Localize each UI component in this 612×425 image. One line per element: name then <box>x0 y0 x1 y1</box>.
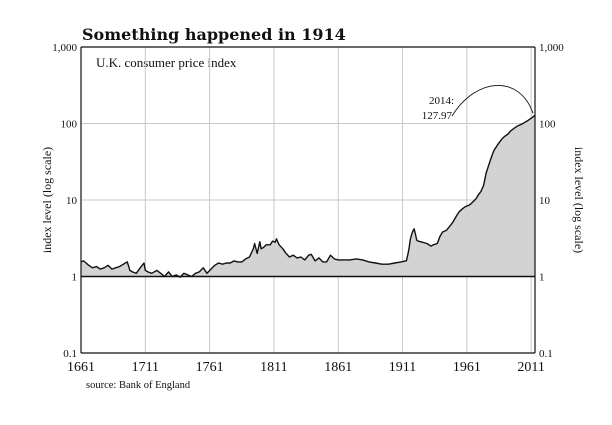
gridlines <box>80 46 535 354</box>
x-tick-label: 2011 <box>517 360 544 375</box>
source-note: source: Bank of England <box>86 380 191 391</box>
x-tick-label: 1711 <box>132 360 159 375</box>
y-tick-label-left: 1,000 <box>52 42 77 54</box>
chart-title: Something happened in 1914 <box>82 25 346 44</box>
y-axis-label-right: index level (log scale) <box>572 147 586 253</box>
annotation-label-value: 127.97 <box>422 110 453 122</box>
y-tick-label-left: 1 <box>72 272 78 284</box>
x-tick-label: 1961 <box>453 360 481 375</box>
annotation-label-year: 2014: <box>429 95 454 107</box>
y-tick-label-right: 1 <box>539 272 545 284</box>
x-tick-label: 1661 <box>67 360 95 375</box>
y-tick-label-right: 10 <box>539 195 551 207</box>
y-tick-label-left: 0.1 <box>63 348 77 360</box>
axes <box>80 46 536 354</box>
series-line <box>80 114 536 278</box>
tick-labels: 0.1 0.1 1 1 10 10 100 100 1,000 1,000 1661 1711 1761… <box>52 42 564 375</box>
x-tick-label: 1861 <box>324 360 352 375</box>
x-tick-label: 1811 <box>260 360 287 375</box>
y-tick-label-left: 100 <box>61 119 78 131</box>
y-tick-label-right: 0.1 <box>539 348 553 360</box>
x-tick-label: 1911 <box>389 360 416 375</box>
annotation-arc <box>451 84 534 117</box>
y-tick-label-left: 10 <box>66 195 78 207</box>
y-tick-label-right: 100 <box>539 119 556 131</box>
series-area <box>81 115 535 278</box>
y-axis-label-left: index level (log scale) <box>40 147 54 253</box>
series-layer <box>80 114 536 278</box>
y-tick-label-right: 1,000 <box>539 42 564 54</box>
x-tick-label: 1761 <box>196 360 224 375</box>
chart-subtitle: U.K. consumer price index <box>96 55 237 70</box>
annotation: 2014: 127.97 <box>422 84 534 122</box>
